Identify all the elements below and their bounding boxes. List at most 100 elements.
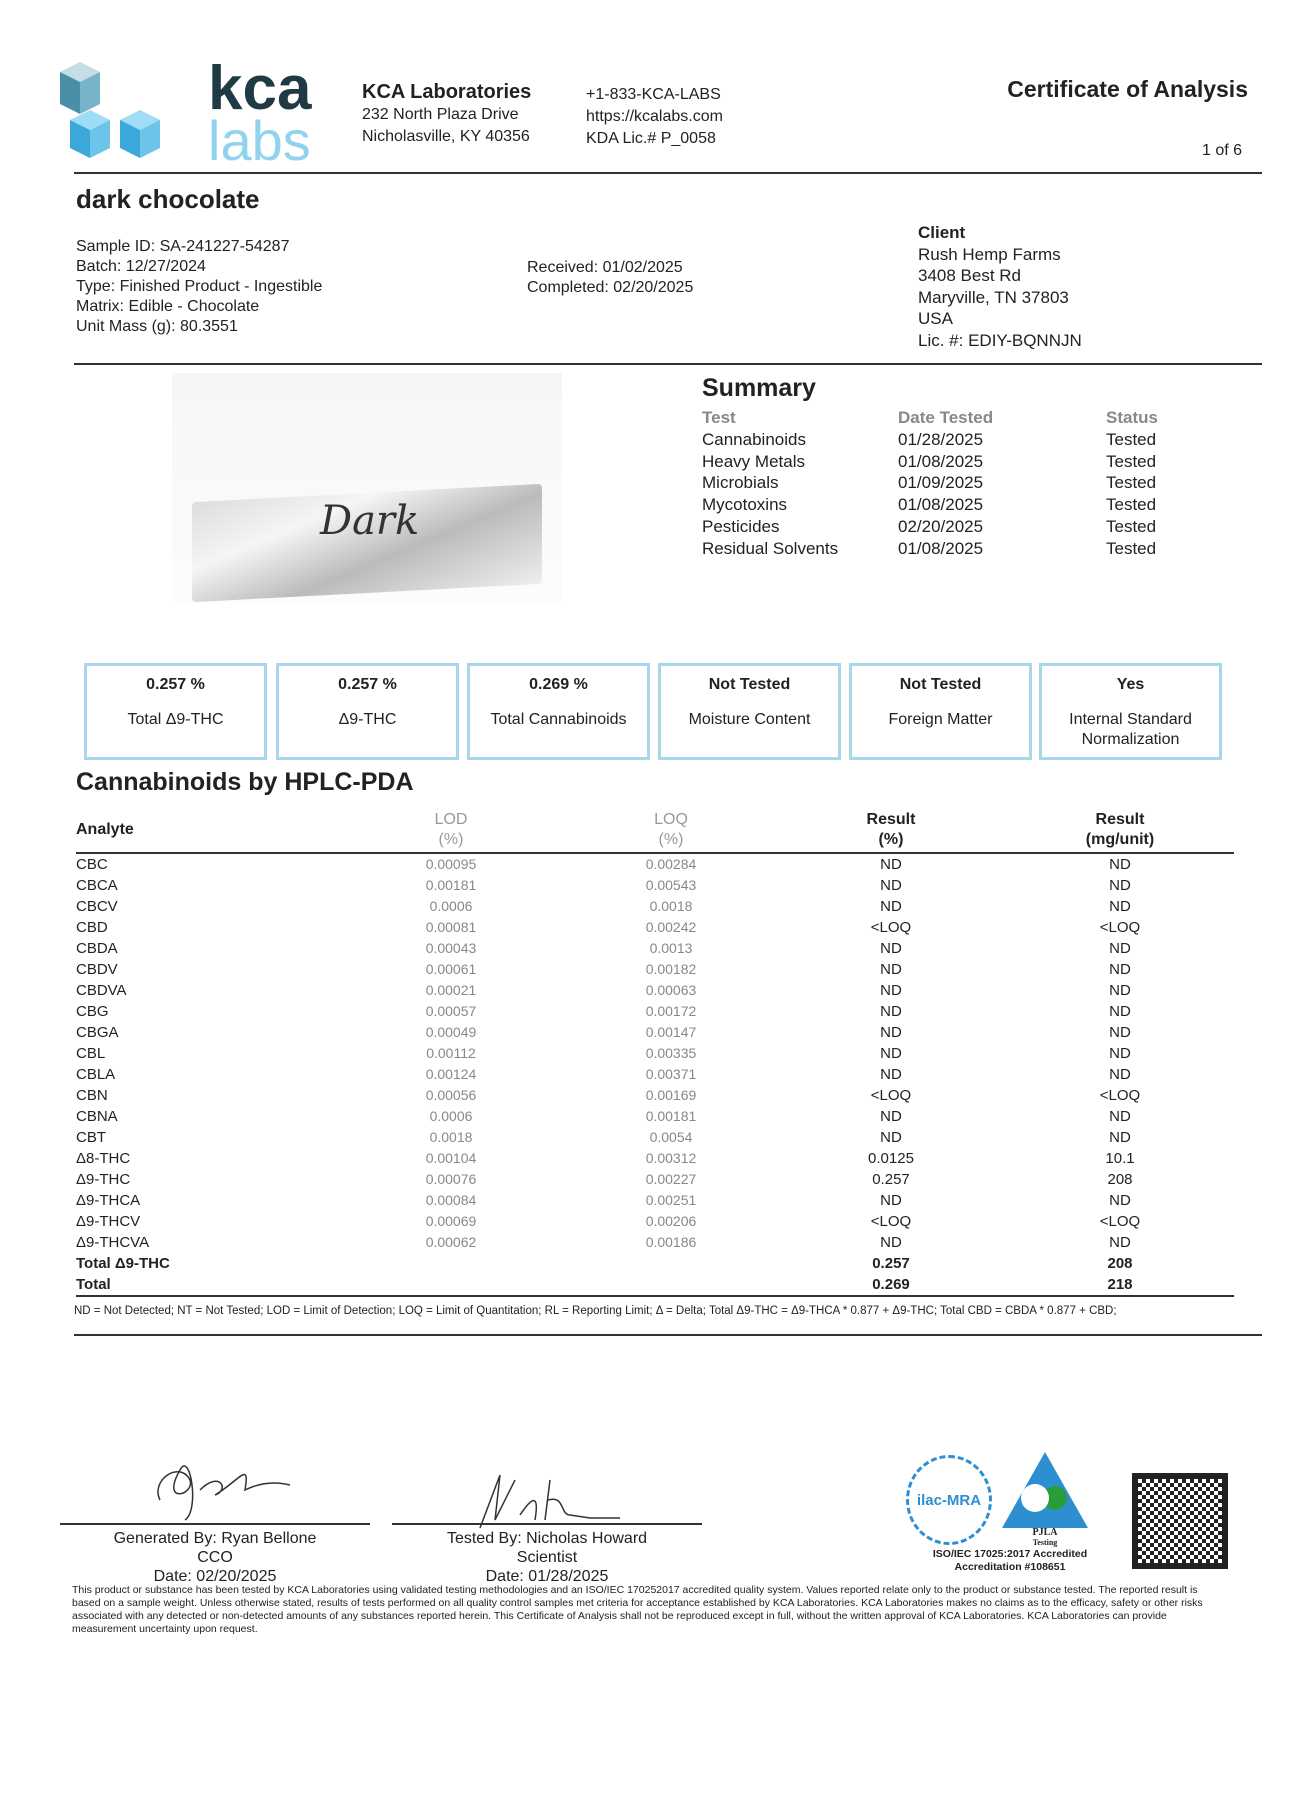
client-heading: Client bbox=[918, 223, 966, 242]
col-result-mg: Result (mg/unit) bbox=[1006, 810, 1234, 854]
result-mg: ND bbox=[1109, 856, 1131, 873]
date-tested: 01/28/2025 bbox=[898, 429, 984, 449]
result-pct: 0.0125 bbox=[868, 1150, 914, 1167]
result-pct: ND bbox=[880, 1108, 902, 1125]
client-name: Rush Hemp Farms bbox=[918, 244, 1061, 264]
lod: 0.00084 bbox=[425, 1192, 477, 1208]
dates: Received: 01/02/2025 Completed: 02/20/20… bbox=[527, 258, 693, 298]
iso-accreditation: ISO/IEC 17025:2017 Accredited Accreditati… bbox=[932, 1548, 1088, 1573]
table-row: CBCA 0.00181 0.00543 ND ND bbox=[76, 875, 1234, 896]
table-row: Δ9-THCA 0.00084 0.00251 ND ND bbox=[76, 1190, 1234, 1211]
pjla-logo-icon bbox=[1002, 1452, 1088, 1528]
result-mg: 10.1 bbox=[1105, 1150, 1135, 1167]
col-result-pct: Result (%) bbox=[776, 810, 1006, 854]
lod bbox=[336, 1253, 566, 1274]
result-pct: ND bbox=[880, 856, 902, 873]
highlight-label: Moisture Content bbox=[688, 711, 811, 728]
analyte: CBC bbox=[76, 856, 108, 873]
loq: 0.00186 bbox=[645, 1234, 697, 1250]
lab-name: KCA Laboratories bbox=[362, 81, 532, 103]
divider bbox=[74, 1334, 1262, 1336]
loq bbox=[566, 1274, 776, 1297]
table-row: CBC 0.00095 0.00284 ND ND bbox=[76, 853, 1234, 875]
lod: 0.00069 bbox=[425, 1213, 477, 1229]
client-street: 3408 Best Rd bbox=[918, 266, 1022, 285]
loq: 0.00181 bbox=[645, 1108, 697, 1124]
test-name: Heavy Metals bbox=[702, 451, 805, 471]
summary-header: Test Date Tested Status bbox=[702, 407, 1158, 429]
website-link[interactable]: https://kcalabs.com bbox=[586, 108, 723, 125]
table-row: CBLA 0.00124 0.00371 ND ND bbox=[76, 1064, 1234, 1085]
result-mg: ND bbox=[1109, 982, 1131, 999]
analyte: Δ8-THC bbox=[76, 1150, 131, 1167]
lod: 0.0006 bbox=[429, 898, 473, 914]
client-country: USA bbox=[918, 309, 953, 328]
result-pct: ND bbox=[880, 898, 902, 915]
highlight-value: 0.269 % bbox=[529, 676, 588, 693]
divider bbox=[74, 363, 1262, 365]
lod: 0.0018 bbox=[429, 1129, 473, 1145]
loq: 0.00147 bbox=[645, 1024, 697, 1040]
table-row: Δ9-THCV 0.00069 0.00206 <LOQ <LOQ bbox=[76, 1211, 1234, 1232]
analyte: CBCA bbox=[76, 877, 118, 894]
test-name: Microbials bbox=[702, 473, 779, 493]
result-mg: ND bbox=[1109, 1129, 1131, 1146]
analyte: CBDVA bbox=[76, 982, 127, 999]
analyte: CBD bbox=[76, 919, 108, 936]
qr-code[interactable] bbox=[1132, 1473, 1228, 1569]
result-pct: 0.257 bbox=[872, 1255, 910, 1272]
header-test: Test bbox=[702, 408, 736, 427]
analyte: Total bbox=[76, 1274, 336, 1297]
analyte: CBG bbox=[76, 1003, 109, 1020]
test-name: Cannabinoids bbox=[702, 429, 806, 449]
kca-logo: kca labs bbox=[58, 58, 328, 169]
status: Tested bbox=[1106, 538, 1157, 558]
result-mg: ND bbox=[1109, 940, 1131, 957]
result-mg: ND bbox=[1109, 961, 1131, 978]
highlight-box: Not Tested Moisture Content bbox=[658, 663, 841, 760]
pjla-text: PJLA Testing bbox=[1032, 1527, 1058, 1547]
result-pct: ND bbox=[880, 1129, 902, 1146]
col-lod: LOD (%) bbox=[336, 810, 566, 854]
client-license: Lic. #: EDIY-BQNNJN bbox=[918, 330, 1082, 350]
date-tested: 01/08/2025 bbox=[898, 451, 984, 471]
result-pct: ND bbox=[880, 982, 902, 999]
result-pct: ND bbox=[880, 1024, 902, 1041]
sample-type: Type: Finished Product - Ingestible bbox=[76, 278, 323, 295]
table-row: CBCV 0.0006 0.0018 ND ND bbox=[76, 896, 1234, 917]
result-pct: ND bbox=[880, 1066, 902, 1083]
signature-ryan-icon bbox=[157, 1465, 290, 1521]
phone: +1-833-KCA-LABS bbox=[586, 86, 721, 103]
highlight-box: 0.257 % Total Δ9-THC bbox=[84, 663, 267, 760]
loq: 0.00169 bbox=[645, 1087, 697, 1103]
highlight-box: 0.269 % Total Cannabinoids bbox=[467, 663, 650, 760]
analyte: CBN bbox=[76, 1087, 108, 1104]
table-row: CBN 0.00056 0.00169 <LOQ <LOQ bbox=[76, 1085, 1234, 1106]
lab-contact: +1-833-KCA-LABS https://kcalabs.com KDA … bbox=[586, 84, 723, 150]
divider bbox=[74, 172, 1262, 174]
lod: 0.00056 bbox=[425, 1087, 477, 1103]
highlight-value: Not Tested bbox=[708, 676, 791, 693]
highlight-box: Yes Internal Standard Normalization bbox=[1039, 663, 1222, 760]
summary: Summary Test Date Tested Status Cannabinoi… bbox=[702, 374, 1158, 560]
highlight-value: Yes bbox=[1116, 676, 1145, 693]
highlight-box: 0.257 % Δ9-THC bbox=[276, 663, 459, 760]
lod: 0.00104 bbox=[425, 1150, 477, 1166]
signature-tested: Tested By: Nicholas Howard Scientist Date:… bbox=[392, 1523, 702, 1586]
analyte: CBLA bbox=[76, 1066, 116, 1083]
table-row: CBG 0.00057 0.00172 ND ND bbox=[76, 1001, 1234, 1022]
highlight-label: Foreign Matter bbox=[888, 711, 993, 728]
result-pct: ND bbox=[880, 1003, 902, 1020]
lod: 0.00076 bbox=[425, 1171, 477, 1187]
highlight-value: 0.257 % bbox=[338, 676, 397, 693]
sample-name: dark chocolate bbox=[76, 184, 260, 214]
address-line: Nicholasville, KY 40356 bbox=[362, 128, 530, 145]
result-mg: 208 bbox=[1107, 1255, 1133, 1272]
highlight-box: Not Tested Foreign Matter bbox=[849, 663, 1032, 760]
client-city: Maryville, TN 37803 bbox=[918, 287, 1069, 307]
result-pct: <LOQ bbox=[870, 1213, 912, 1230]
table-row: CBNA 0.0006 0.00181 ND ND bbox=[76, 1106, 1234, 1127]
sample-info: Sample ID: SA-241227-54287 Batch: 12/27/… bbox=[76, 237, 322, 337]
result-mg: <LOQ bbox=[1099, 1213, 1141, 1230]
summary-title: Summary bbox=[702, 374, 816, 402]
